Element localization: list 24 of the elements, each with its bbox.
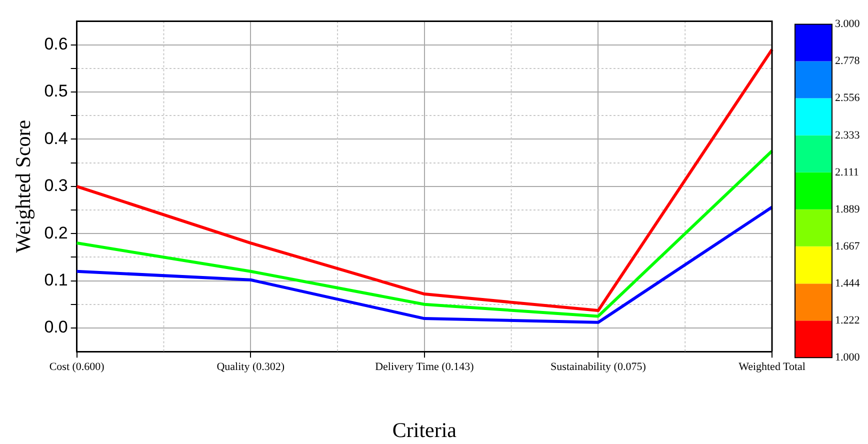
y-axis-title: Weighted Score (11, 120, 36, 253)
color-bar-label: 1.444 (835, 277, 860, 290)
y-tick-label: 0.5 (44, 82, 68, 101)
y-tick-label: 0.6 (44, 34, 68, 54)
x-tick-label: Delivery Time (0.143) (375, 361, 474, 374)
x-axis-title: Criteria (392, 418, 458, 442)
y-tick-label: 0.0 (44, 318, 68, 337)
x-tick-label: Quality (0.302) (216, 361, 285, 374)
color-bar-label: 2.111 (835, 166, 859, 178)
x-tick-label: Weighted Total (738, 361, 806, 374)
color-bar-label: 2.333 (835, 129, 860, 142)
y-tick-label: 0.2 (44, 223, 68, 242)
color-bar-label: 1.889 (835, 203, 860, 216)
color-bar-label: 1.222 (835, 314, 860, 326)
color-bar-label: 2.556 (835, 92, 860, 104)
x-tick-label: Sustainability (0.075) (550, 361, 646, 374)
y-tick-label: 0.1 (44, 270, 68, 290)
color-bar-label: 1.000 (835, 351, 860, 364)
color-bar-label: 2.778 (835, 55, 860, 68)
y-tick-label: 0.4 (44, 128, 68, 148)
y-tick-label: 0.3 (44, 176, 68, 196)
color-bar-label: 1.667 (835, 240, 860, 252)
color-bar-label: 3.000 (835, 18, 860, 30)
x-tick-label: Cost (0.600) (49, 361, 105, 374)
